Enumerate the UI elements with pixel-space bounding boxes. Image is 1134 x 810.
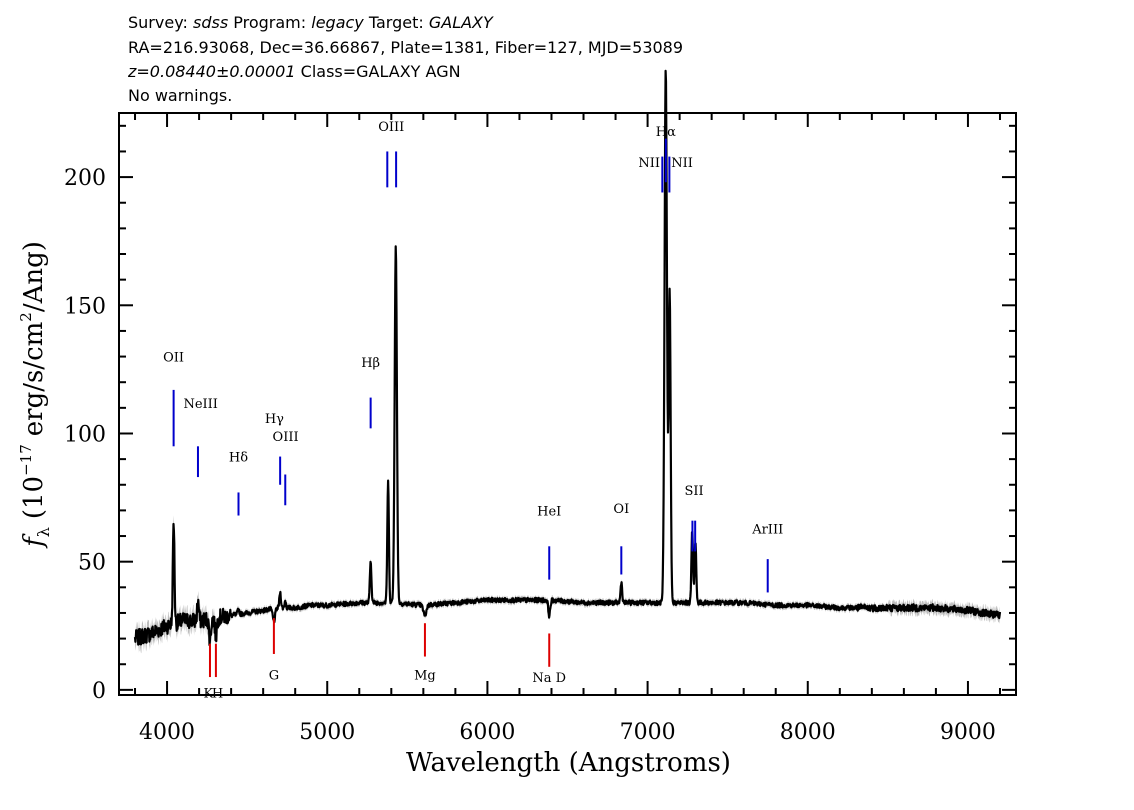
header-line-2: RA=216.93068, Dec=36.66867, Plate=1381, … <box>128 38 684 57</box>
x-axis-title: Wavelength (Angstroms) <box>406 748 731 778</box>
x-tick-label: 9000 <box>940 720 996 745</box>
flux-line <box>133 69 1002 647</box>
redshift-value: z=0.08440±0.00001 <box>128 62 296 81</box>
y-tick-label: 150 <box>64 294 106 319</box>
tick-labels: 4000 5000 6000 7000 8000 9000 0 50 100 150 200 <box>64 166 996 745</box>
emission-line-label: Hδ <box>229 451 248 466</box>
emission-line-label: OII <box>163 351 184 366</box>
y-tick-label: 100 <box>64 422 106 447</box>
y-axis-title: fλ(10−17erg/s/cm2/Ang) <box>17 241 53 549</box>
x-tick-label: 4000 <box>139 720 195 745</box>
absorption-line-label: Mg <box>414 669 436 684</box>
y-axis-title-exp2: 2 <box>17 312 35 322</box>
survey-value: sdss <box>192 13 229 32</box>
header-line-1: Survey: sdss Program: legacy Target: GAL… <box>128 14 493 32</box>
header-line-4: No warnings. <box>128 86 233 105</box>
emission-line-label: OIII <box>273 430 299 445</box>
y-axis-title-mid: erg/s/cm <box>19 322 49 437</box>
flux-error-band <box>135 67 1000 655</box>
emission-line-label: SII <box>684 484 703 499</box>
x-tick-label: 5000 <box>299 720 355 745</box>
absorption-line-label: G <box>269 669 279 684</box>
y-tick-label: 0 <box>92 679 106 704</box>
flux-layer <box>133 69 1002 647</box>
x-tick-label: 6000 <box>459 720 515 745</box>
target-value: GALAXY <box>428 13 493 32</box>
emission-line-label: OI <box>613 502 629 517</box>
emission-line-label: NII <box>671 156 693 171</box>
line-marker-layer: OII NeIII Hδ Hγ OIII Hβ OIII NII Hα NII SII HeI OI Ar… <box>163 120 783 702</box>
axis-ticks <box>119 113 1016 695</box>
emission-line-label: Hγ <box>265 412 284 427</box>
error-band-layer <box>135 67 1000 655</box>
survey-label: Survey: <box>128 13 188 32</box>
header-line-3: z=0.08440±0.00001 Class=GALAXY AGN <box>128 63 461 81</box>
y-tick-label: 200 <box>64 166 106 191</box>
target-label: Target: <box>368 13 424 32</box>
y-axis-title-lambda: λ <box>34 527 53 537</box>
plot-frame <box>118 112 1017 696</box>
y-axis-title-pre: (10 <box>19 476 49 519</box>
y-tick-label: 50 <box>78 551 106 576</box>
emission-line-label: NeIII <box>183 397 217 412</box>
emission-line-label: Hβ <box>361 356 380 371</box>
y-axis-title-post: /Ang) <box>19 241 49 312</box>
emission-line-label: HeI <box>537 505 561 520</box>
emission-line-label: OIII <box>378 120 404 135</box>
program-label: Program: <box>233 13 307 32</box>
class-value: Class=GALAXY AGN <box>300 62 461 81</box>
emission-line-label: NII <box>638 156 660 171</box>
absorption-line-label: Na D <box>532 671 566 686</box>
y-axis-title-exp1: −17 <box>17 444 35 476</box>
x-tick-label: 7000 <box>620 720 676 745</box>
emission-line-label: ArIII <box>751 522 783 537</box>
x-tick-label: 8000 <box>780 720 836 745</box>
program-value: legacy <box>311 13 364 32</box>
emission-line-label: Hα <box>656 125 676 140</box>
